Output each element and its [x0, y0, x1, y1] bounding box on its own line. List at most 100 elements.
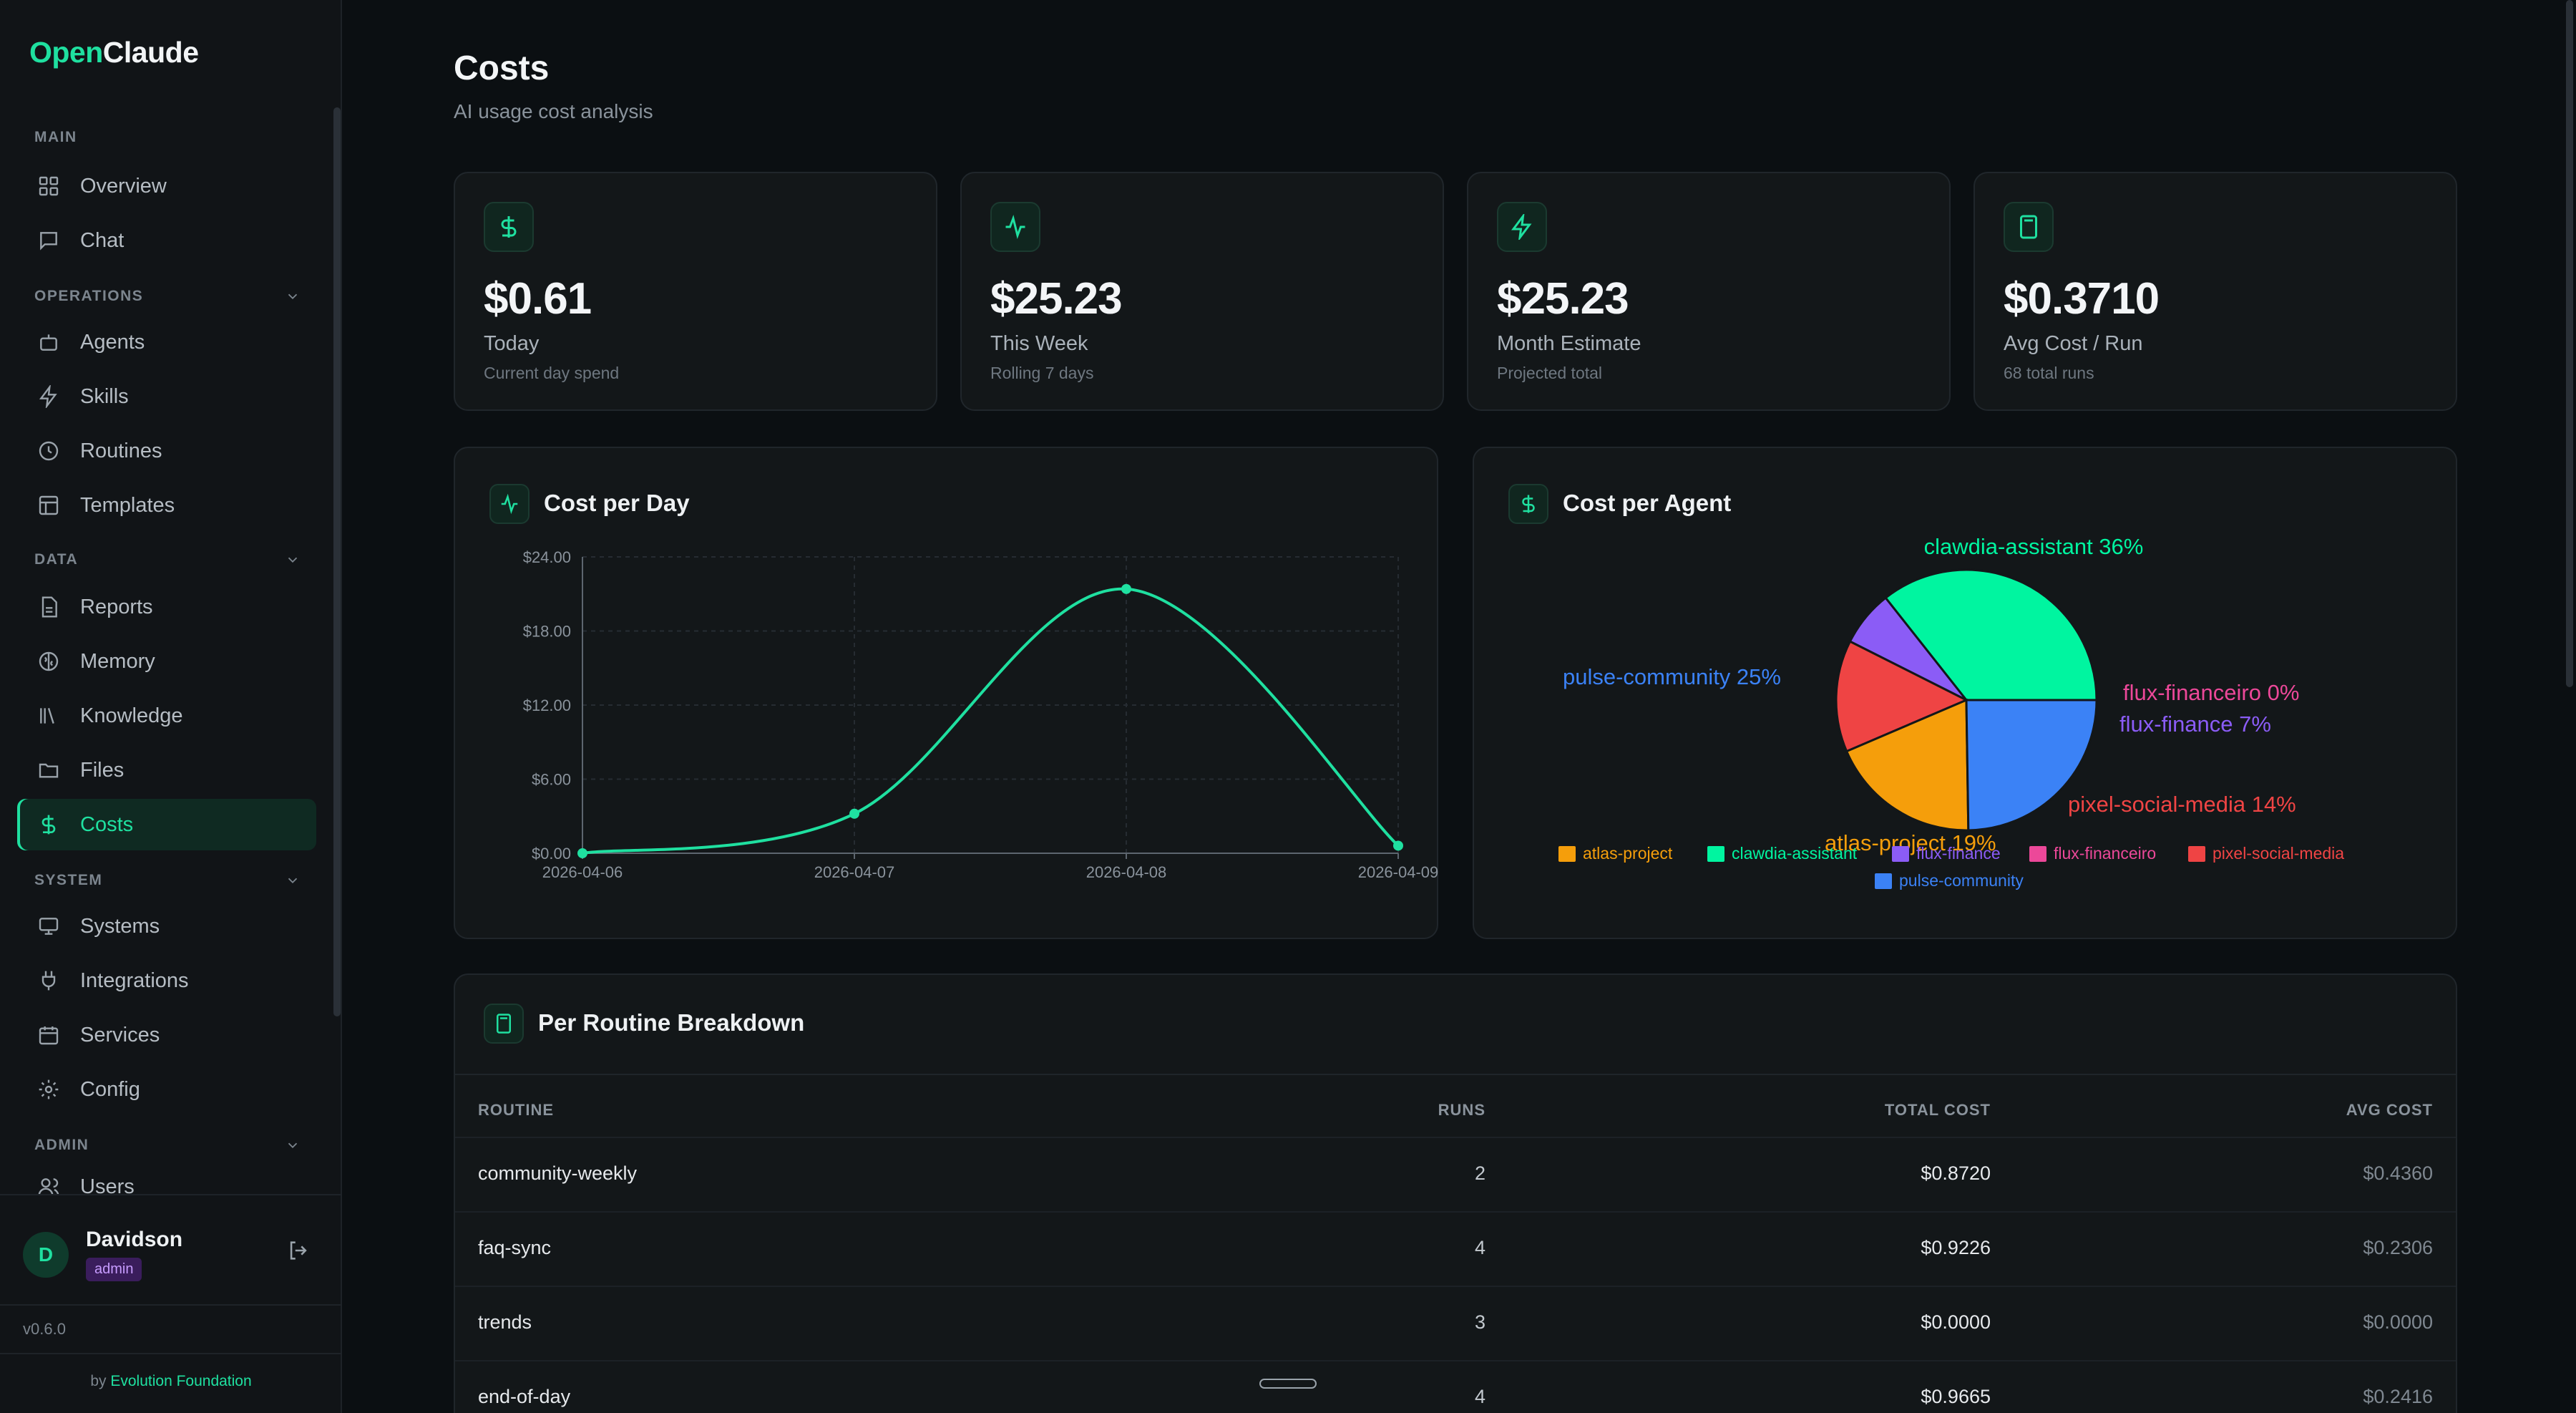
sidebar-item-integrations[interactable]: Integrations	[17, 955, 316, 1006]
sidebar-item-agents[interactable]: Agents	[17, 316, 316, 368]
x-tick-label: 2026-04-06	[542, 863, 623, 881]
section-data[interactable]: DATA	[34, 551, 301, 568]
legend-label[interactable]: flux-financeiro	[2054, 844, 2156, 863]
stat-sub: Rolling 7 days	[990, 364, 1094, 382]
cell-avg: $0.0000	[2363, 1311, 2433, 1333]
cell-routine: community-weekly	[478, 1162, 638, 1184]
legend-swatch[interactable]	[1875, 873, 1892, 889]
cell-avg: $0.2306	[2363, 1237, 2433, 1258]
column-header-total[interactable]: TOTAL COST	[1884, 1101, 1991, 1119]
sidebar: OpenClaude MAIN Overview Chat OPERATIONS…	[0, 0, 342, 1413]
sidebar-item-memory[interactable]: Memory	[17, 636, 316, 687]
sidebar-item-knowledge[interactable]: Knowledge	[17, 690, 316, 742]
pie-slice-pulse-community[interactable]	[1965, 699, 2098, 832]
cost-per-day-card: Cost per Day $0.00 $6.00 $12.00 $18.00 $24.0…	[454, 447, 1438, 939]
role-badge: admin	[86, 1258, 142, 1281]
library-icon	[40, 707, 54, 724]
legend-label[interactable]: atlas-project	[1583, 844, 1673, 863]
sidebar-item-label: Overview	[80, 174, 167, 198]
main-scrollbar[interactable]	[2566, 0, 2573, 687]
section-admin-label: ADMIN	[34, 1137, 89, 1153]
legend-label[interactable]: pixel-social-media	[2212, 844, 2344, 863]
stat-value: $25.23	[990, 274, 1123, 324]
page-title: Costs	[454, 49, 550, 87]
legend-label[interactable]: clawdia-assistant	[1732, 844, 1858, 863]
pie-slice-clawdia-assistant[interactable]	[1884, 568, 2098, 701]
sidebar-item-templates[interactable]: Templates	[17, 480, 316, 531]
scroll-handle[interactable]	[1259, 1379, 1317, 1389]
chevron-down-icon	[288, 293, 298, 300]
data-point[interactable]	[577, 848, 587, 858]
logo[interactable]: OpenClaude	[29, 36, 199, 69]
logo-open: Open	[29, 36, 103, 69]
data-point[interactable]	[1393, 840, 1403, 851]
legend-swatch[interactable]	[2188, 846, 2205, 862]
legend-swatch[interactable]	[2029, 846, 2046, 862]
data-point[interactable]	[1121, 583, 1131, 594]
slice-label: flux-finance 7%	[2119, 712, 2271, 737]
legend-label[interactable]: pulse-community	[1899, 871, 2024, 890]
sidebar-item-config[interactable]: Config	[17, 1064, 316, 1115]
sidebar-item-systems[interactable]: Systems	[17, 900, 316, 952]
section-operations-label: OPERATIONS	[34, 288, 144, 304]
stat-label: Avg Cost / Run	[2004, 332, 2143, 355]
stat-card-avg: $0.3710 Avg Cost / Run 68 total runs	[1974, 172, 2457, 411]
sidebar-item-label: Skills	[80, 384, 129, 408]
sidebar-item-label: Systems	[80, 914, 160, 938]
brain-icon	[39, 651, 59, 671]
column-header-routine[interactable]: ROUTINE	[478, 1101, 554, 1119]
divider	[455, 1074, 2456, 1075]
sidebar-item-files[interactable]: Files	[17, 744, 316, 796]
divider	[0, 1304, 342, 1306]
stat-value: $25.23	[1497, 274, 1629, 324]
table-row[interactable]: faq-sync 4 $0.9226 $0.2306	[455, 1211, 2456, 1286]
byline-link[interactable]: Evolution Foundation	[110, 1373, 252, 1389]
stat-label: This Week	[990, 332, 1088, 355]
byline-prefix: by	[90, 1373, 107, 1389]
sidebar-item-label: Costs	[80, 812, 134, 836]
sidebar-item-costs[interactable]: Costs	[17, 799, 316, 850]
calendar-icon	[39, 1026, 59, 1045]
sidebar-scrollbar[interactable]	[333, 107, 341, 1016]
section-system[interactable]: SYSTEM	[34, 872, 301, 889]
divider	[0, 1194, 342, 1195]
data-point[interactable]	[849, 808, 859, 819]
logout-icon[interactable]	[286, 1238, 311, 1263]
section-operations[interactable]: OPERATIONS	[34, 288, 301, 305]
column-header-runs[interactable]: RUNS	[1438, 1101, 1485, 1119]
table-row[interactable]: end-of-day 4 $0.9665 $0.2416	[455, 1360, 2456, 1413]
stat-sub: 68 total runs	[2004, 364, 2094, 382]
sidebar-item-label: Knowledge	[80, 704, 183, 727]
column-header-avg[interactable]: AVG COST	[2346, 1101, 2433, 1119]
sidebar-item-chat[interactable]: Chat	[17, 215, 316, 266]
chevron-down-icon	[288, 878, 298, 884]
cell-runs: 4	[1474, 1386, 1485, 1407]
table-row[interactable]: community-weekly 2 $0.8720 $0.4360	[455, 1137, 2456, 1211]
section-main-label: MAIN	[34, 129, 77, 145]
sidebar-item-reports[interactable]: Reports	[17, 581, 316, 633]
sidebar-item-routines[interactable]: Routines	[17, 425, 316, 477]
user-profile[interactable]: D Davidson admin	[23, 1228, 182, 1281]
section-admin[interactable]: ADMIN	[34, 1137, 301, 1154]
sidebar-item-services[interactable]: Services	[17, 1009, 316, 1061]
pie-slice-atlas-project[interactable]	[1845, 698, 1970, 832]
legend-swatch[interactable]	[1707, 846, 1724, 862]
pie-slice-pixel-social-media[interactable]	[1835, 640, 1969, 753]
user-info: Davidson admin	[86, 1228, 182, 1281]
legend-swatch[interactable]	[1892, 846, 1909, 862]
stat-label: Today	[484, 332, 540, 355]
table-row[interactable]: trends 3 $0.0000 $0.0000	[455, 1286, 2456, 1360]
cell-avg: $0.2416	[2363, 1386, 2433, 1407]
legend-swatch[interactable]	[1558, 846, 1576, 862]
sidebar-item-overview[interactable]: Overview	[17, 160, 316, 212]
sidebar-item-label: Routines	[80, 439, 162, 462]
stat-icon-box	[2004, 202, 2054, 252]
slice-label: flux-financeiro 0%	[2123, 680, 2299, 705]
card-icon-box	[484, 1004, 524, 1044]
legend-label[interactable]: flux-finance	[1916, 844, 2001, 863]
sidebar-item-skills[interactable]: Skills	[17, 371, 316, 422]
cost-per-day-chart: $0.00 $6.00 $12.00 $18.00 $24.00 2026-04-06 20…	[523, 548, 1439, 881]
sidebar-item-users[interactable]: Users	[17, 1165, 316, 1194]
logo-claude: Claude	[102, 36, 199, 69]
stat-card-week: $25.23 This Week Rolling 7 days	[960, 172, 1444, 411]
